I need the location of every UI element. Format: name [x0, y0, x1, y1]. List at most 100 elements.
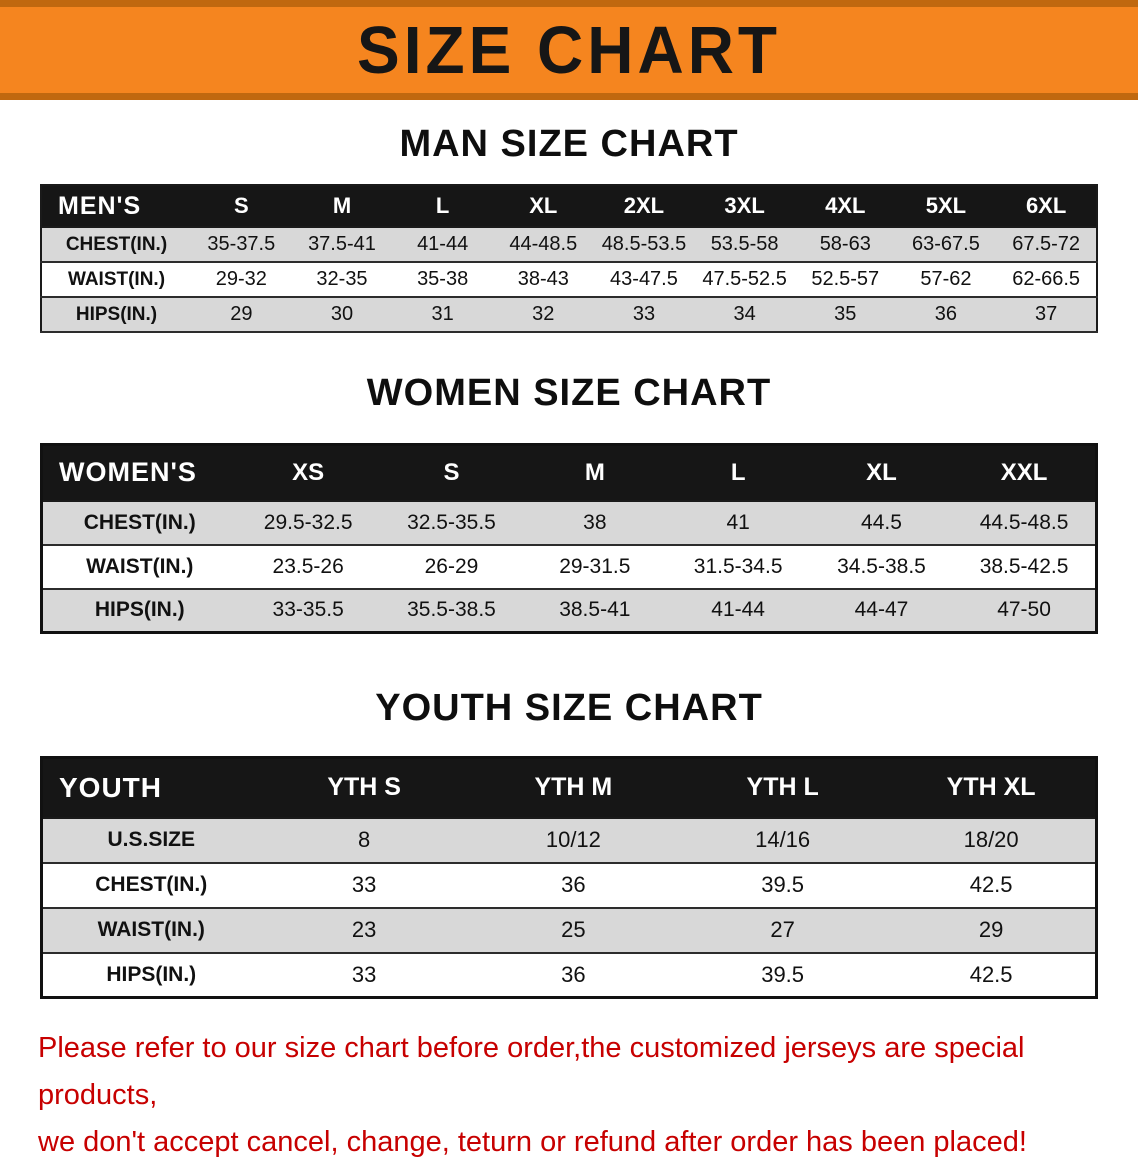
size-column-header: YTH M: [468, 757, 678, 819]
size-value-cell: 44-47: [809, 588, 954, 634]
size-value-cell: 42.5: [887, 952, 1097, 999]
size-value-cell: 39.5: [678, 862, 888, 909]
size-column-header: M: [523, 444, 667, 502]
size-value-cell: 32: [492, 297, 594, 333]
title-banner: SIZE CHART: [0, 0, 1138, 100]
size-value-cell: 23.5-26: [236, 544, 380, 590]
size-value-cell: 10/12: [468, 817, 678, 864]
size-value-cell: 44.5: [809, 500, 954, 546]
size-value-cell: 32.5-35.5: [379, 500, 524, 546]
row-label: CHEST(IN.): [41, 227, 191, 263]
row-label: WAIST(IN.): [41, 544, 237, 590]
size-value-cell: 36: [468, 952, 678, 999]
men-section-heading: MAN SIZE CHART: [399, 123, 739, 165]
youth-section-heading: YOUTH SIZE CHART: [375, 687, 763, 729]
size-column-header: XL: [492, 185, 594, 228]
size-value-cell: 41-44: [392, 227, 493, 263]
row-label: HIPS(IN.): [41, 588, 237, 634]
header-row: WOMEN'S XS S M L XL XXL: [41, 444, 1097, 502]
size-value-cell: 43-47.5: [593, 262, 695, 298]
size-row: CHEST(IN.) 35-37.5 37.5-41 41-44 44-48.5 48.5…: [41, 227, 1097, 263]
size-column-header: YTH L: [678, 757, 888, 819]
size-value-cell: 34.5-38.5: [809, 544, 954, 590]
size-value-cell: 25: [468, 907, 678, 954]
row-label: WAIST(IN.): [41, 262, 191, 298]
size-value-cell: 33: [259, 862, 469, 909]
size-column-header: YTH XL: [887, 757, 1097, 819]
row-label: U.S.SIZE: [41, 817, 260, 864]
size-value-cell: 29-32: [191, 262, 292, 298]
disclaimer: Please refer to our size chart before or…: [38, 1025, 1138, 1166]
size-value-cell: 38: [523, 500, 667, 546]
row-label: HIPS(IN.): [41, 952, 260, 999]
size-value-cell: 37: [996, 297, 1097, 333]
row-label: HIPS(IN.): [41, 297, 191, 333]
size-value-cell: 14/16: [678, 817, 888, 864]
size-value-cell: 39.5: [678, 952, 888, 999]
size-value-cell: 36: [895, 297, 997, 333]
table-name-cell: WOMEN'S: [41, 444, 237, 502]
size-column-header: L: [392, 185, 493, 228]
size-value-cell: 47-50: [953, 588, 1097, 634]
size-row: CHEST(IN.) 29.5-32.5 32.5-35.5 38 41 44.5 44.5…: [41, 500, 1097, 546]
size-value-cell: 29-31.5: [523, 544, 667, 590]
size-value-cell: 23: [259, 907, 469, 954]
size-value-cell: 67.5-72: [996, 227, 1097, 263]
size-value-cell: 63-67.5: [895, 227, 997, 263]
size-value-cell: 35.5-38.5: [379, 588, 524, 634]
size-value-cell: 31.5-34.5: [666, 544, 810, 590]
size-column-header: 6XL: [996, 185, 1097, 228]
size-value-cell: 52.5-57: [794, 262, 896, 298]
size-row: WAIST(IN.) 23.5-26 26-29 29-31.5 31.5-34.5 34…: [41, 544, 1097, 590]
header-row: MEN'S S M L XL 2XL 3XL 4XL 5XL 6XL: [41, 185, 1097, 228]
size-value-cell: 48.5-53.5: [593, 227, 695, 263]
size-value-cell: 58-63: [794, 227, 896, 263]
size-column-header: 5XL: [895, 185, 997, 228]
page-title: SIZE CHART: [357, 12, 781, 88]
size-column-header: YTH S: [259, 757, 469, 819]
header-row: YOUTH YTH S YTH M YTH L YTH XL: [41, 757, 1097, 819]
size-value-cell: 44-48.5: [492, 227, 594, 263]
size-value-cell: 33-35.5: [236, 588, 380, 634]
size-value-cell: 44.5-48.5: [953, 500, 1097, 546]
size-value-cell: 47.5-52.5: [694, 262, 795, 298]
size-value-cell: 30: [291, 297, 393, 333]
table-name-cell: MEN'S: [41, 185, 191, 228]
size-row: HIPS(IN.) 33 36 39.5 42.5: [41, 952, 1097, 999]
size-row: WAIST(IN.) 23 25 27 29: [41, 907, 1097, 954]
size-column-header: XL: [809, 444, 954, 502]
size-value-cell: 36: [468, 862, 678, 909]
size-row: HIPS(IN.) 29 30 31 32 33 34 35 36 37: [41, 297, 1097, 333]
size-value-cell: 27: [678, 907, 888, 954]
size-value-cell: 38.5-42.5: [953, 544, 1097, 590]
size-value-cell: 8: [259, 817, 469, 864]
size-value-cell: 57-62: [895, 262, 997, 298]
size-value-cell: 33: [259, 952, 469, 999]
women-section-heading: WOMEN SIZE CHART: [366, 372, 772, 414]
size-value-cell: 62-66.5: [996, 262, 1097, 298]
size-value-cell: 29: [887, 907, 1097, 954]
size-column-header: S: [379, 444, 524, 502]
size-value-cell: 33: [593, 297, 695, 333]
youth-size-table: YOUTH YTH S YTH M YTH L YTH XL U.S.SIZE 8 10/12…: [40, 756, 1098, 999]
size-column-header: 4XL: [794, 185, 896, 228]
size-value-cell: 41-44: [666, 588, 810, 634]
size-value-cell: 42.5: [887, 862, 1097, 909]
size-value-cell: 26-29: [379, 544, 524, 590]
men-size-section: MAN SIZE CHART MEN'S S M L XL 2XL 3XL 4XL 5XL 6XL…: [0, 122, 1138, 333]
size-row: HIPS(IN.) 33-35.5 35.5-38.5 38.5-41 41-44 44-…: [41, 588, 1097, 634]
size-value-cell: 29.5-32.5: [236, 500, 380, 546]
size-value-cell: 32-35: [291, 262, 393, 298]
size-value-cell: 31: [392, 297, 493, 333]
size-value-cell: 38-43: [492, 262, 594, 298]
size-value-cell: 35-38: [392, 262, 493, 298]
size-value-cell: 41: [666, 500, 810, 546]
size-row: U.S.SIZE 8 10/12 14/16 18/20: [41, 817, 1097, 864]
disclaimer-line-2: we don't accept cancel, change, teturn o…: [38, 1126, 1027, 1158]
size-value-cell: 18/20: [887, 817, 1097, 864]
row-label: CHEST(IN.): [41, 500, 237, 546]
size-column-header: S: [191, 185, 292, 228]
table-name-cell: YOUTH: [41, 757, 260, 819]
size-value-cell: 53.5-58: [694, 227, 795, 263]
